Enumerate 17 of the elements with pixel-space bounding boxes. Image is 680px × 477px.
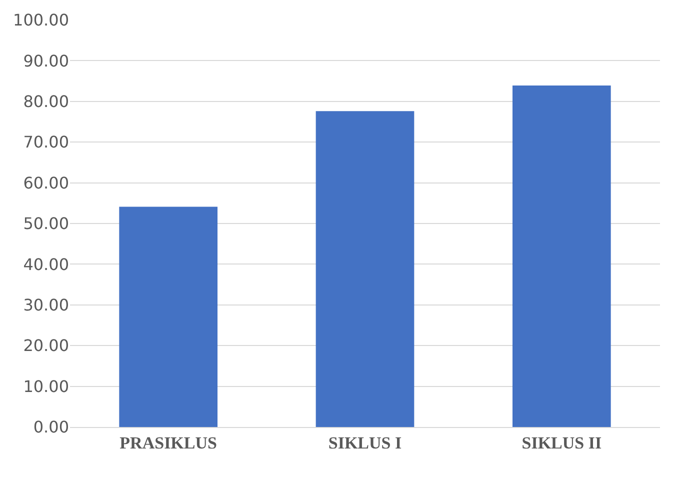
y-tick-label: 20.00 [23,336,69,356]
y-tick-label: 50.00 [23,214,69,234]
y-tick-label: 100.00 [13,10,69,30]
x-tick-label: SIKLUS II [522,433,602,452]
bar [119,206,218,427]
bar [512,86,611,427]
y-tick-label: 80.00 [23,92,69,111]
y-tick-label: 70.00 [23,132,69,152]
y-tick-label: 90.00 [23,51,69,70]
y-tick-label: 0.00 [33,418,69,437]
y-tick-label: 40.00 [23,254,69,274]
bar [316,111,414,427]
x-tick-label: SIKLUS I [328,433,402,452]
x-tick-label: PRASIKLUS [120,433,217,452]
y-tick-label: 30.00 [23,296,69,314]
y-tick-label: 10.00 [23,376,69,396]
y-tick-label: 60.00 [23,173,69,192]
